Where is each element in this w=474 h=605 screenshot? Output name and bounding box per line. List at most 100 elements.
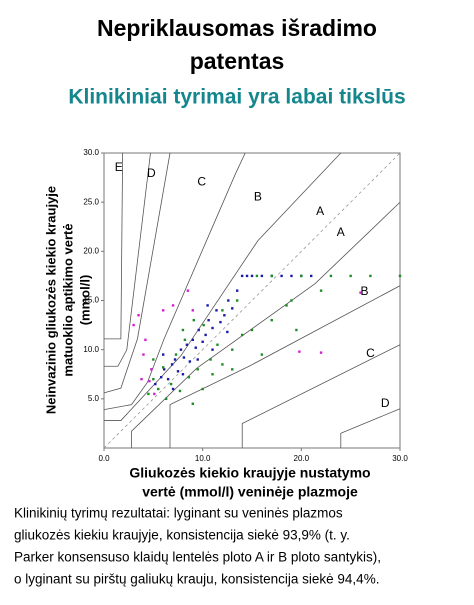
point bbox=[250, 274, 254, 278]
point bbox=[191, 338, 194, 342]
point bbox=[369, 274, 372, 278]
zone-boundary bbox=[241, 344, 401, 448]
point bbox=[162, 368, 166, 371]
point bbox=[162, 366, 165, 369]
point bbox=[183, 338, 187, 342]
y-tick-label: 10.0 bbox=[83, 345, 99, 354]
point bbox=[162, 309, 165, 312]
x-label: vertė (mmol/l) veninėje plazmoje bbox=[142, 484, 358, 500]
zone-label: E bbox=[115, 160, 123, 174]
point bbox=[285, 304, 288, 307]
zone-boundary bbox=[104, 152, 342, 421]
point bbox=[349, 274, 352, 278]
point bbox=[270, 274, 273, 278]
point bbox=[201, 340, 204, 343]
point bbox=[147, 392, 150, 396]
zone-boundary bbox=[131, 201, 401, 448]
point bbox=[182, 356, 186, 359]
zone-boundary bbox=[340, 408, 401, 448]
point bbox=[290, 299, 293, 302]
identity-line bbox=[103, 152, 401, 449]
zone-label: C bbox=[197, 175, 206, 189]
point bbox=[162, 353, 165, 356]
point bbox=[209, 358, 212, 361]
title: patentas bbox=[190, 48, 285, 74]
point bbox=[150, 368, 153, 371]
point bbox=[211, 373, 214, 376]
point bbox=[231, 348, 234, 351]
point bbox=[142, 353, 145, 356]
point bbox=[236, 289, 239, 292]
y-label-line: Neinvazinio gliukozės kiekio kraujyje bbox=[43, 186, 58, 414]
caption: Parker konsensuso klaidų lentelės ploto … bbox=[14, 550, 381, 565]
point bbox=[164, 397, 168, 401]
point bbox=[270, 318, 273, 322]
point bbox=[280, 274, 283, 278]
x-tick-label: 20.0 bbox=[294, 454, 310, 463]
point bbox=[171, 387, 175, 391]
point bbox=[290, 274, 293, 278]
zone-label: A bbox=[337, 225, 345, 239]
x-label: Gliukozės kiekio kraujyje nustatymo bbox=[129, 465, 370, 481]
zone-label: D bbox=[381, 396, 390, 410]
point bbox=[188, 360, 192, 363]
caption: o lyginant su pirštų galiukų krauju, kon… bbox=[14, 572, 379, 587]
point bbox=[178, 389, 182, 393]
point bbox=[227, 299, 230, 302]
point bbox=[187, 376, 191, 379]
point bbox=[179, 348, 183, 351]
caption: gliukozės kiekiu kraujyje, konsistencija… bbox=[14, 528, 350, 543]
point bbox=[148, 379, 151, 383]
point bbox=[152, 358, 155, 361]
point bbox=[186, 289, 190, 292]
point bbox=[250, 328, 254, 332]
caption: Klinikinių tyrimų rezultatai: lyginant s… bbox=[14, 506, 343, 521]
point bbox=[173, 358, 177, 361]
point bbox=[181, 328, 185, 332]
zone-label: C bbox=[366, 346, 375, 360]
y-tick-label: 5.0 bbox=[88, 394, 100, 403]
point bbox=[319, 289, 323, 292]
point bbox=[221, 309, 224, 312]
point bbox=[260, 353, 264, 356]
y-tick-label: 15.0 bbox=[83, 296, 99, 305]
point bbox=[201, 387, 204, 391]
zone-boundary bbox=[103, 152, 246, 411]
x-tick-label: 30.0 bbox=[392, 454, 408, 463]
point bbox=[204, 333, 207, 337]
point bbox=[359, 291, 362, 294]
point bbox=[196, 368, 199, 371]
point bbox=[174, 353, 178, 356]
point bbox=[398, 274, 402, 278]
zone-boundary bbox=[169, 285, 401, 448]
point bbox=[319, 351, 323, 354]
point bbox=[211, 348, 214, 351]
point bbox=[255, 274, 259, 278]
point bbox=[236, 299, 239, 302]
point bbox=[185, 343, 189, 346]
y-label: Neinvazinio gliukozės kiekio kraujyje ma… bbox=[43, 186, 92, 414]
point bbox=[202, 323, 205, 327]
point bbox=[132, 323, 135, 327]
point bbox=[176, 370, 180, 373]
zone-boundary bbox=[104, 152, 151, 367]
point bbox=[216, 343, 219, 346]
point bbox=[206, 304, 209, 307]
point bbox=[260, 274, 264, 278]
point bbox=[144, 338, 147, 342]
point bbox=[231, 307, 234, 310]
point bbox=[221, 363, 224, 366]
title: Nepriklausomas išradimo bbox=[97, 15, 377, 41]
point bbox=[196, 358, 199, 361]
x-tick-label: 10.0 bbox=[195, 454, 211, 463]
point bbox=[152, 377, 155, 381]
point bbox=[194, 346, 197, 349]
point bbox=[215, 309, 218, 312]
point bbox=[300, 274, 303, 278]
y-label-line: (mmol/l) bbox=[77, 275, 92, 326]
point bbox=[170, 363, 174, 366]
point bbox=[191, 309, 194, 312]
point bbox=[137, 314, 140, 317]
